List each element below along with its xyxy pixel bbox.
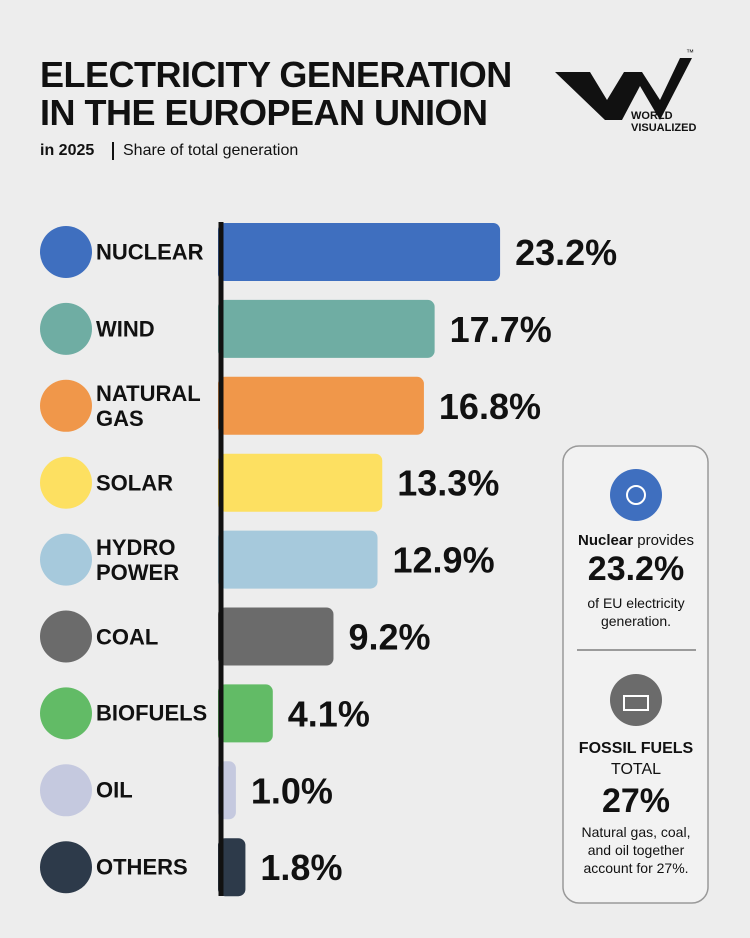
value-label: 1.0% xyxy=(251,770,333,811)
bar xyxy=(218,299,435,358)
category-icon xyxy=(40,379,92,432)
factory-icon xyxy=(610,674,662,726)
factory-icon-glyph xyxy=(623,695,649,711)
sidebar-note: of EU electricity generation. xyxy=(587,595,685,629)
sidebar-lead: Nuclear xyxy=(578,532,634,549)
category-label: SOLAR xyxy=(96,470,173,496)
category-icon xyxy=(40,533,92,586)
sidebar-title: FOSSIL FUELS xyxy=(578,740,694,757)
subtitle-year: in 2025 xyxy=(40,142,95,159)
value-label: 16.8% xyxy=(439,386,541,427)
bar xyxy=(218,223,501,281)
value-label: 17.7% xyxy=(450,309,552,350)
category-label: COAL xyxy=(96,624,159,649)
value-label: 13.3% xyxy=(397,463,499,504)
sidebar-value: 27% xyxy=(601,782,671,820)
category-icon xyxy=(40,226,92,278)
logo-tm: ™ xyxy=(686,48,694,57)
chart-title: ELECTRICITY GENERATION xyxy=(40,54,512,95)
bar xyxy=(218,453,383,512)
category-icon xyxy=(40,841,92,894)
logo-mark xyxy=(555,58,692,120)
sidebar-subtitle: TOTAL xyxy=(610,761,662,778)
value-label: 4.1% xyxy=(288,693,370,734)
sidebar-value: 23.2% xyxy=(587,550,685,588)
bar xyxy=(218,376,424,435)
category-icon xyxy=(40,456,92,509)
category-label: OTHERS xyxy=(96,854,188,880)
value-label: 12.9% xyxy=(393,540,495,581)
category-icon xyxy=(40,610,92,663)
category-label: NUCLEAR xyxy=(96,239,204,265)
logo-text: VISUALIZED xyxy=(631,122,697,134)
category-label: OIL xyxy=(96,777,133,803)
bar xyxy=(218,838,246,897)
value-label: 9.2% xyxy=(348,617,430,658)
subtitle: Share of total generation xyxy=(123,142,299,159)
bar xyxy=(218,530,378,589)
category-icon xyxy=(40,687,92,740)
value-label: 23.2% xyxy=(515,232,617,273)
category-icon xyxy=(40,302,92,355)
nuclear-icon xyxy=(610,469,662,521)
category-label: NATURAL GAS xyxy=(96,380,201,431)
value-label: 1.8% xyxy=(260,847,342,888)
bar xyxy=(218,607,334,666)
category-label: BIOFUELS xyxy=(96,700,208,726)
category-label: HYDRO POWER xyxy=(96,534,180,585)
sidebar-note: Natural gas, coal, and oil together acco… xyxy=(581,824,691,876)
sidebar-text: provides xyxy=(637,532,694,549)
category-label: WIND xyxy=(96,316,155,342)
nuclear-icon-glyph xyxy=(626,485,646,505)
logo-text: WORLD xyxy=(631,110,673,122)
chart-title: IN THE EUROPEAN UNION xyxy=(40,92,488,133)
category-icon xyxy=(40,764,92,817)
bar xyxy=(218,684,273,743)
